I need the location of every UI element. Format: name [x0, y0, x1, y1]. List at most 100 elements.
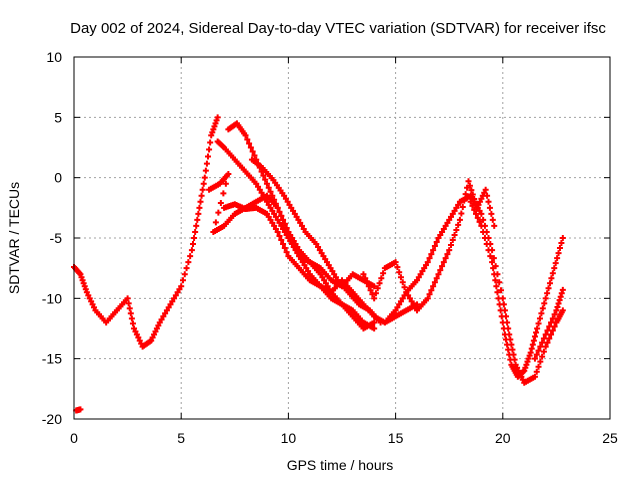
data-point [435, 235, 442, 241]
data-point [489, 259, 496, 266]
data-point [430, 247, 437, 254]
data-point [557, 293, 564, 300]
data-point [498, 313, 505, 320]
data-point [319, 274, 326, 281]
data-point [495, 295, 502, 302]
data-point [480, 228, 487, 235]
data-point [263, 180, 270, 187]
data-point [476, 207, 483, 214]
y-axis-ticks: -20 -15 -10 -5 0 5 10 [42, 49, 610, 427]
data-point [485, 198, 492, 205]
data-point [91, 304, 98, 311]
x-axis-label: GPS time / hours [287, 457, 394, 473]
data-point [491, 222, 498, 229]
data-point [265, 184, 272, 191]
data-point [492, 277, 499, 284]
data-point [437, 231, 444, 238]
data-point [325, 262, 332, 269]
data-point [538, 310, 545, 317]
data-point [542, 331, 549, 338]
grid-lines [74, 57, 610, 419]
series-track-8 [381, 192, 566, 386]
data-point [546, 335, 553, 342]
data-point [558, 290, 565, 297]
data-point [546, 280, 553, 287]
data-point [421, 265, 428, 272]
data-point [478, 222, 485, 229]
data-point [322, 280, 329, 287]
data-point [267, 204, 274, 211]
series-track-1 [71, 114, 221, 350]
data-point [88, 298, 95, 305]
data-point [474, 214, 481, 221]
data-point [451, 231, 458, 238]
data-point [555, 250, 562, 257]
data-point [292, 241, 299, 248]
data-point [372, 290, 379, 297]
data-point [195, 210, 202, 217]
series-track-9 [467, 198, 566, 380]
data-point [209, 129, 216, 136]
data-point [468, 187, 475, 194]
data-point [201, 174, 208, 181]
data-point [136, 337, 143, 344]
data-point [281, 220, 288, 227]
data-point [440, 225, 447, 232]
data-point [247, 144, 254, 151]
data-point [278, 222, 285, 229]
data-point [507, 356, 514, 363]
series-track-10 [73, 286, 566, 414]
data-point [274, 216, 281, 223]
data-point [297, 219, 304, 226]
data-point [554, 255, 561, 262]
data-point [318, 250, 325, 257]
data-point [80, 280, 87, 287]
data-point [282, 195, 289, 202]
data-point [437, 267, 444, 274]
x-tick-label: 15 [388, 430, 404, 446]
data-point [484, 192, 491, 199]
data-point [86, 295, 93, 302]
data-point [178, 283, 185, 290]
data-point [447, 213, 454, 220]
data-point [256, 186, 263, 193]
data-point [548, 319, 555, 326]
data-point [455, 221, 462, 228]
data-point [291, 210, 298, 217]
data-point [552, 260, 559, 267]
data-point [499, 319, 506, 326]
data-point [151, 331, 158, 338]
data-point [433, 239, 440, 246]
data-point [481, 235, 488, 241]
data-point [316, 247, 323, 254]
data-point [506, 351, 513, 358]
data-point [490, 255, 497, 262]
data-point [559, 286, 566, 293]
data-point [163, 307, 170, 314]
data-point [131, 325, 138, 332]
data-point [544, 339, 551, 346]
data-point [422, 262, 429, 269]
data-point [414, 277, 421, 284]
data-point [301, 262, 308, 269]
data-point [524, 358, 531, 365]
data-point [481, 189, 488, 196]
data-point [263, 210, 270, 217]
data-point [207, 139, 214, 146]
data-point [271, 222, 278, 229]
data-point [451, 207, 458, 214]
data-point [297, 256, 304, 263]
data-point [315, 244, 322, 251]
data-point [551, 265, 558, 272]
data-point [556, 297, 563, 304]
data-point [490, 265, 497, 272]
data-point [187, 253, 194, 260]
data-point [442, 255, 449, 262]
data-point [556, 245, 563, 252]
data-point [374, 285, 381, 292]
data-point [132, 328, 139, 335]
data-point [79, 277, 86, 284]
data-point [82, 286, 89, 293]
data-point [220, 190, 227, 197]
data-point [424, 259, 431, 266]
